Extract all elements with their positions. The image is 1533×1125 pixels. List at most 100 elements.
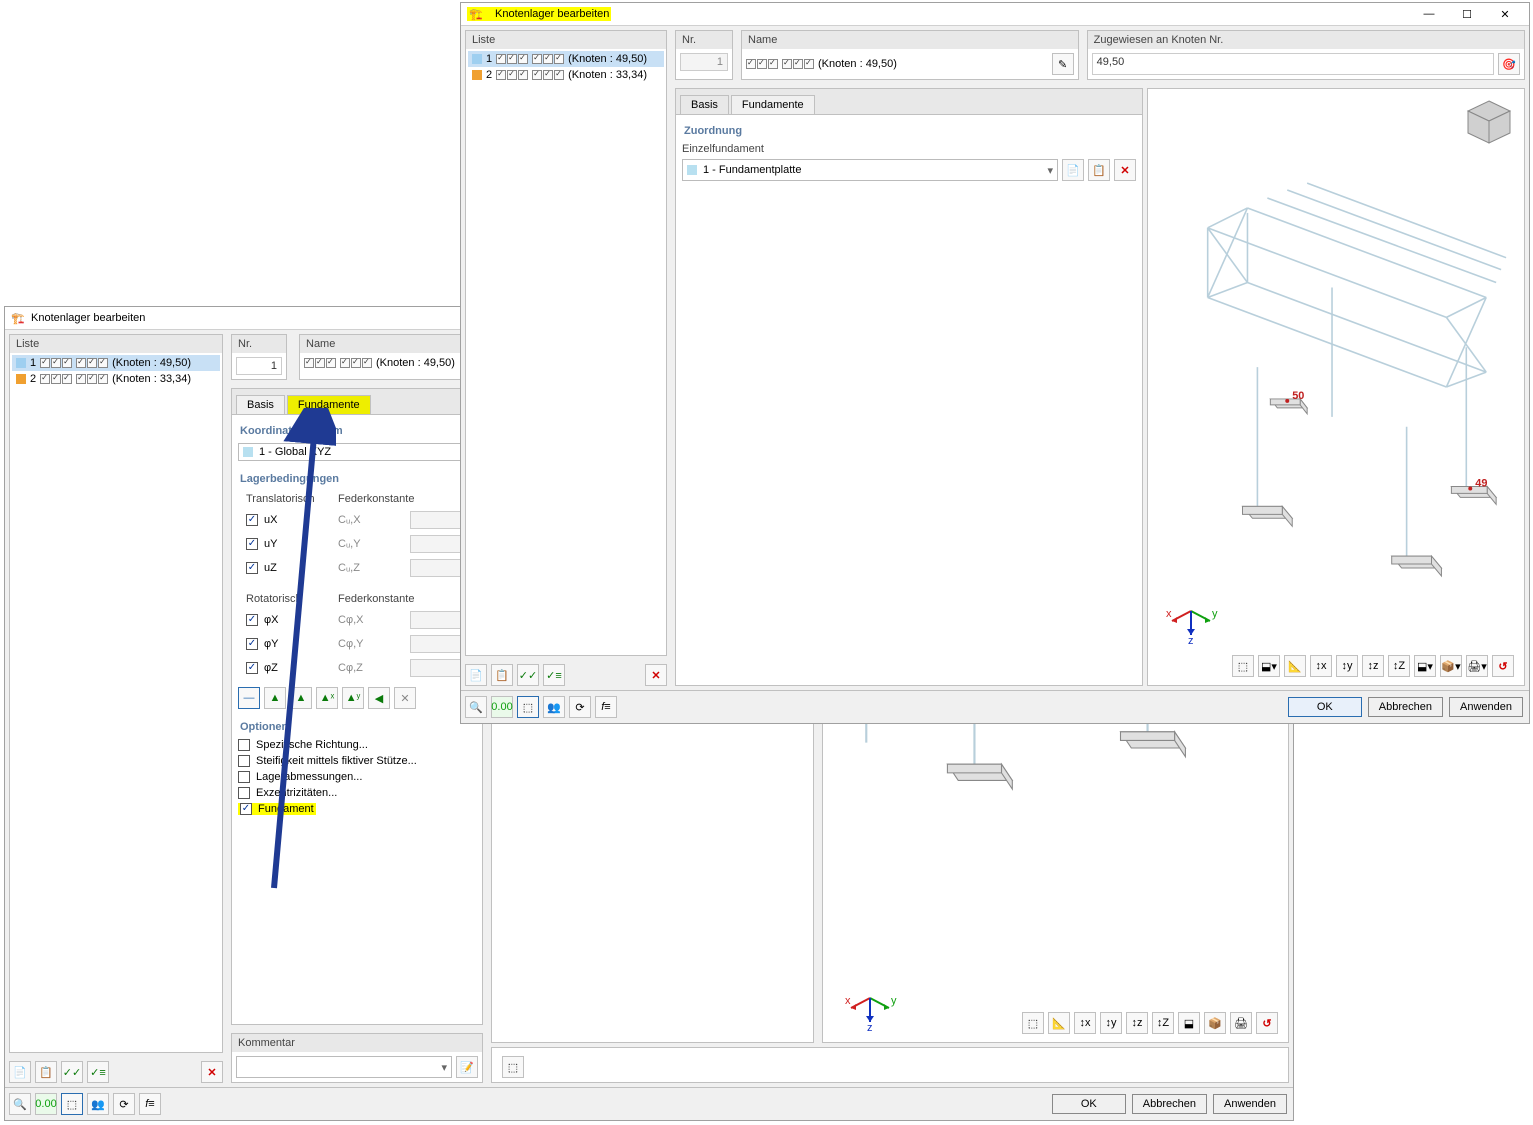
apply-button[interactable]: Anwenden — [1213, 1094, 1287, 1114]
tool-icon[interactable]: f≡ — [595, 696, 617, 718]
edit-name-icon[interactable]: ✎ — [1052, 53, 1074, 75]
ok-button[interactable]: OK — [1288, 697, 1362, 717]
tool-icon[interactable]: ⬓▾ — [1258, 655, 1280, 677]
einzel-dropdown[interactable]: 1 - Fundamentplatte ▾ — [682, 159, 1058, 181]
check2-icon[interactable]: ✓≡ — [543, 664, 565, 686]
cancel-button[interactable]: Abbrechen — [1132, 1094, 1207, 1114]
units-icon[interactable]: 0.00 — [491, 696, 513, 718]
kommentar-apply-icon[interactable]: 📝 — [456, 1056, 478, 1078]
tool-icon[interactable]: ⬚ — [1022, 1012, 1044, 1034]
back-list-item-1[interactable]: 1 (Knoten : 49,50) — [12, 355, 220, 371]
cancel-button[interactable]: Abbrechen — [1368, 697, 1443, 717]
opt-lagerabm[interactable]: Lagerabmessungen... — [238, 769, 476, 785]
tool-icon[interactable]: 🖨▾ — [1466, 655, 1488, 677]
check-icon[interactable]: ✓✓ — [61, 1061, 83, 1083]
phiz-checkbox[interactable] — [246, 662, 258, 674]
tool-icon[interactable]: 📦▾ — [1440, 655, 1462, 677]
tool-icon[interactable]: 📐 — [1284, 655, 1306, 677]
tool-icon[interactable]: f≡ — [139, 1093, 161, 1115]
opt-fundament[interactable]: Fundament — [238, 801, 476, 817]
opt-exzent[interactable]: Exzentrizitäten... — [238, 785, 476, 801]
minimize-icon[interactable]: — — [1417, 8, 1441, 21]
tool-icon[interactable]: ⬓▾ — [1414, 655, 1436, 677]
tab-fundamente[interactable]: Fundamente — [731, 95, 815, 114]
tool-icon[interactable]: ↕Z — [1152, 1012, 1174, 1034]
kommentar-input[interactable]: ▾ — [236, 1056, 452, 1078]
einzel-label: Einzelfundament — [682, 141, 1136, 157]
tool-icon[interactable]: ⬚ — [517, 696, 539, 718]
tool-icon[interactable]: ⬚ — [61, 1093, 83, 1115]
close-icon[interactable]: ✕ — [1493, 8, 1517, 21]
new-icon[interactable]: 📄 — [465, 664, 487, 686]
front-viewport[interactable]: 50 49 x y z — [1147, 88, 1525, 686]
tool-icon[interactable]: ↕z — [1126, 1012, 1148, 1034]
apply-button[interactable]: Anwenden — [1449, 697, 1523, 717]
phiy-label: φY — [264, 638, 278, 650]
tab-basis[interactable]: Basis — [680, 95, 729, 114]
tool-icon[interactable]: 👥 — [87, 1093, 109, 1115]
front-list-item-2[interactable]: 2 (Knoten : 33,34) — [468, 67, 664, 83]
units-icon[interactable]: 0.00 — [35, 1093, 57, 1115]
tool-icon[interactable]: ↕z — [1362, 655, 1384, 677]
help-icon[interactable]: 🔍 — [465, 696, 487, 718]
tool-icon[interactable]: 📦 — [1204, 1012, 1226, 1034]
check-icon[interactable]: ✓✓ — [517, 664, 539, 686]
tool-icon[interactable]: ↕y — [1336, 655, 1358, 677]
uy-checkbox[interactable] — [246, 538, 258, 550]
copy-icon[interactable]: 📋 — [491, 664, 513, 686]
help-icon[interactable]: 🔍 — [9, 1093, 31, 1115]
ok-button[interactable]: OK — [1052, 1094, 1126, 1114]
iso-cube-icon[interactable] — [1462, 97, 1516, 151]
opt-steifigkeit[interactable]: Steifigkeit mittels fiktiver Stütze... — [238, 753, 476, 769]
support-icon[interactable]: ▲ˣ — [316, 687, 338, 709]
tool-icon[interactable]: 👥 — [543, 696, 565, 718]
tool-icon[interactable]: 🖨 — [1230, 1012, 1252, 1034]
ux-checkbox[interactable] — [246, 514, 258, 526]
support-free-icon[interactable]: ✕ — [394, 687, 416, 709]
support-roller-icon[interactable]: — — [238, 687, 260, 709]
support-icon[interactable]: ▲ʸ — [342, 687, 364, 709]
del-fund-icon[interactable]: ✕ — [1114, 159, 1136, 181]
tool-icon[interactable]: ↕Z — [1388, 655, 1410, 677]
copy-icon[interactable]: 📋 — [35, 1061, 57, 1083]
back-list-item-2[interactable]: 2 (Knoten : 33,34) — [12, 371, 220, 387]
uz-checkbox[interactable] — [246, 562, 258, 574]
tool-icon[interactable]: ↕x — [1310, 655, 1332, 677]
tab-fundamente[interactable]: Fundamente — [287, 395, 371, 414]
tool-icon[interactable]: ↕y — [1100, 1012, 1122, 1034]
support-type-toolbar: — ▲ ▲ ▲ˣ ▲ʸ ◀ ✕ — [238, 681, 476, 709]
check2-icon[interactable]: ✓≡ — [87, 1061, 109, 1083]
tool-icon[interactable]: ↕x — [1074, 1012, 1096, 1034]
phix-checkbox[interactable] — [246, 614, 258, 626]
tab-basis[interactable]: Basis — [236, 395, 285, 414]
front-list-item-1[interactable]: 1 (Knoten : 49,50) — [468, 51, 664, 67]
edit-fund-icon[interactable]: 📋 — [1088, 159, 1110, 181]
delete-icon[interactable]: ✕ — [645, 664, 667, 686]
tool-icon[interactable]: ⬚ — [1232, 655, 1254, 677]
support-icon[interactable]: ▲ — [264, 687, 286, 709]
koord-dropdown[interactable]: 1 - Global XYZ — [238, 443, 476, 461]
nr-input[interactable]: 1 — [236, 357, 282, 375]
dof-icons — [340, 358, 372, 368]
new-icon[interactable]: 📄 — [9, 1061, 31, 1083]
delete-icon[interactable]: ✕ — [201, 1061, 223, 1083]
app-icon: 🏗️ — [469, 7, 483, 21]
support-icon[interactable]: ◀ — [368, 687, 390, 709]
trans-label: Translatorisch — [240, 491, 330, 507]
tool-icon[interactable]: ⬓ — [1178, 1012, 1200, 1034]
tool-icon[interactable]: ⟳ — [569, 696, 591, 718]
new-fund-icon[interactable]: 📄 — [1062, 159, 1084, 181]
back-viewport-b[interactable]: ⬚ — [491, 1047, 1289, 1083]
phiy-checkbox[interactable] — [246, 638, 258, 650]
assigned-input[interactable]: 49,50 — [1092, 53, 1494, 75]
tool-icon[interactable]: 📐 — [1048, 1012, 1070, 1034]
opt-spez-richtung[interactable]: Spezifische Richtung... — [238, 737, 476, 753]
tool-icon[interactable]: ⬚ — [502, 1056, 524, 1078]
tool-icon[interactable]: ⟳ — [113, 1093, 135, 1115]
tool-reset-icon[interactable]: ↺ — [1492, 655, 1514, 677]
tool-reset-icon[interactable]: ↺ — [1256, 1012, 1278, 1034]
pick-nodes-icon[interactable]: 🎯 — [1498, 53, 1520, 75]
maximize-icon[interactable]: ☐ — [1455, 8, 1479, 21]
nr-input[interactable]: 1 — [680, 53, 728, 71]
support-icon[interactable]: ▲ — [290, 687, 312, 709]
